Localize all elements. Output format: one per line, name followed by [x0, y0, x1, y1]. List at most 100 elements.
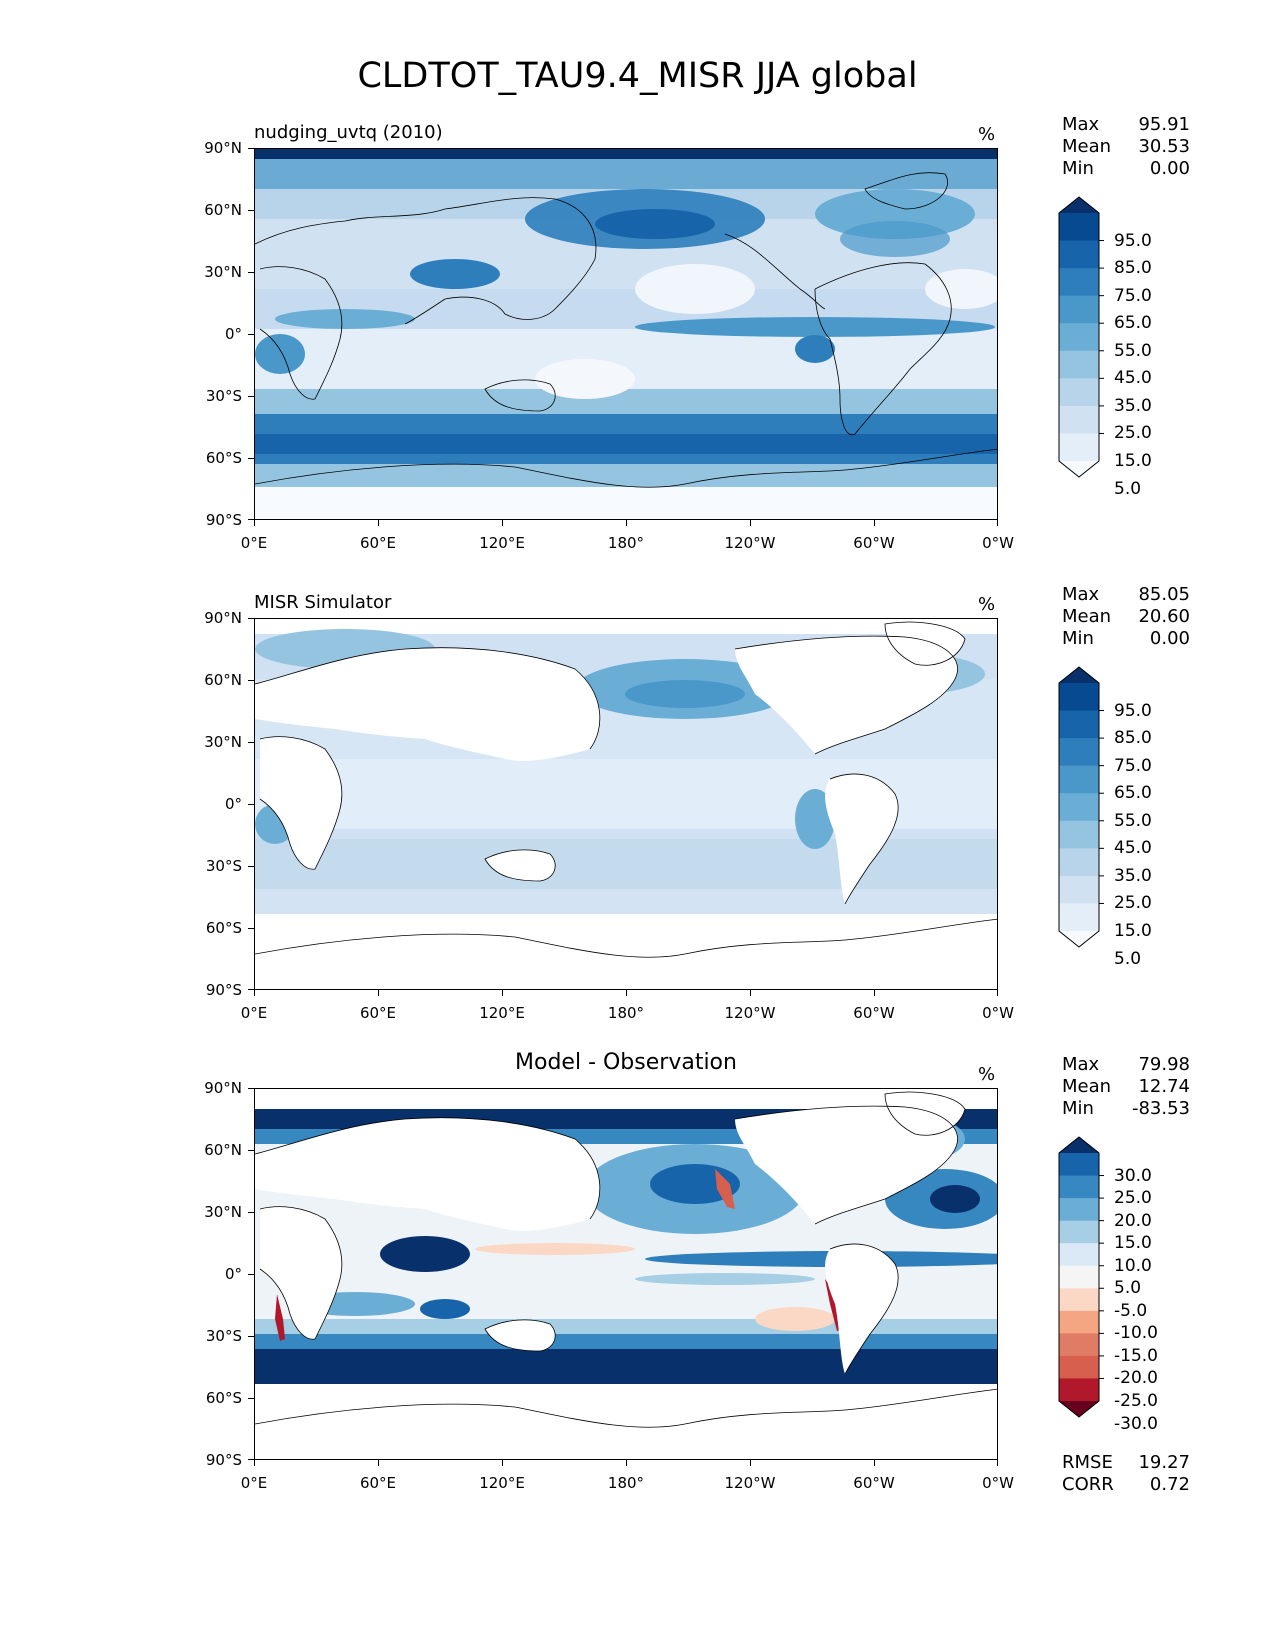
stat-mean-label: Mean — [1062, 136, 1112, 157]
map-plot — [254, 618, 998, 990]
colorbar-segment — [1059, 350, 1099, 379]
x-tick-label: 120°W — [724, 1004, 776, 1022]
colorbar-label: 15.0 — [1114, 921, 1152, 941]
colorbar-label: 55.0 — [1114, 810, 1152, 831]
stat-min-label: Min — [1062, 158, 1094, 179]
y-tick-label: 90°S — [205, 511, 242, 529]
colorbar-label: -10.0 — [1114, 1323, 1158, 1344]
y-tick-label: 90°S — [205, 981, 242, 999]
colorbar-label: 55.0 — [1114, 340, 1152, 361]
x-tick-label: 120°E — [479, 534, 525, 552]
colorbar-label: 30.0 — [1114, 1165, 1152, 1186]
stat-max: 95.91 — [1138, 114, 1190, 135]
y-tick-label: 60°N — [204, 201, 242, 219]
colorbar-segment — [1059, 268, 1099, 297]
map-svg — [255, 1089, 997, 1459]
colorbar-outline — [1058, 666, 1100, 948]
stat-mean: 12.74 — [1138, 1076, 1190, 1097]
colorbar-label: 25.0 — [1114, 423, 1152, 444]
colorbar-segment — [1059, 1333, 1099, 1357]
colorbar-segment — [1059, 903, 1099, 932]
y-tick-label: 30°N — [204, 733, 242, 751]
panel-model: nudging_uvtq (2010) % — [0, 114, 1275, 566]
colorbar-outline — [1058, 1136, 1100, 1418]
panel-title: MISR Simulator — [254, 592, 392, 613]
colorbar — [1058, 196, 1108, 484]
corr-value: 0.72 — [1149, 1474, 1190, 1495]
x-tick — [378, 990, 380, 996]
x-tick-label: 60°E — [359, 1474, 397, 1492]
x-tick-label: 120°W — [724, 534, 776, 552]
colorbar-segment — [1059, 1265, 1099, 1289]
colorbar-segment — [1059, 323, 1099, 352]
panel-difference: Model - Observation % — [0, 1050, 1275, 1506]
y-tick — [248, 1398, 254, 1400]
y-tick — [248, 1212, 254, 1214]
x-tick — [750, 1460, 752, 1466]
x-tick-label: 60°W — [853, 1004, 895, 1022]
y-tick-label: 60°S — [205, 919, 242, 937]
x-tick — [378, 520, 380, 526]
stats-box: Max 85.05 Mean 20.60 Min 0.00 — [1062, 584, 1190, 650]
y-tick — [248, 210, 254, 212]
y-tick — [248, 680, 254, 682]
colorbar-svg — [1058, 196, 1104, 478]
x-tick — [874, 990, 876, 996]
x-tick-label: 0°E — [240, 1474, 268, 1492]
x-tick — [997, 990, 999, 996]
colorbar-segment — [1059, 378, 1099, 407]
colorbar-label: 35.0 — [1114, 395, 1152, 416]
x-tick-label: 60°W — [853, 534, 895, 552]
y-tick-label: 60°S — [205, 1389, 242, 1407]
y-tick-label: 0° — [224, 1265, 242, 1283]
colorbar-segment — [1059, 738, 1099, 767]
map-svg — [255, 619, 997, 989]
y-tick-label: 30°S — [205, 1327, 242, 1345]
y-tick — [248, 148, 254, 150]
colorbar-label: 5.0 — [1114, 478, 1142, 499]
colorbar-segment — [1059, 1288, 1099, 1312]
y-tick — [248, 1088, 254, 1090]
colorbar-segment — [1059, 1198, 1099, 1222]
x-tick-label: 60°E — [359, 1004, 397, 1022]
x-tick — [502, 990, 504, 996]
x-tick — [750, 990, 752, 996]
colorbar-svg — [1058, 666, 1104, 948]
colorbar-label: 10.0 — [1114, 1255, 1152, 1276]
x-tick — [750, 520, 752, 526]
colorbar-extend-top — [1059, 667, 1099, 683]
x-tick-label: 0°W — [982, 534, 1014, 552]
x-tick — [874, 1460, 876, 1466]
colorbar-segment — [1059, 848, 1099, 877]
colorbar-segment — [1059, 1310, 1099, 1334]
stat-max: 79.98 — [1138, 1054, 1190, 1075]
colorbar-segment — [1059, 240, 1099, 269]
stat-mean-label: Mean — [1062, 606, 1112, 627]
panel-title: Model - Observation — [515, 1050, 737, 1075]
x-tick-label: 180° — [607, 1474, 645, 1492]
units-label: % — [978, 1064, 996, 1085]
rmse-corr-box: RMSE 19.27 CORR 0.72 — [1062, 1452, 1190, 1496]
stat-min-label: Min — [1062, 628, 1094, 649]
y-tick-label: 30°S — [205, 387, 242, 405]
y-tick-label: 60°N — [204, 1141, 242, 1159]
stat-min: 0.00 — [1149, 628, 1190, 649]
y-tick-label: 90°N — [204, 1079, 242, 1097]
stat-max-label: Max — [1062, 1054, 1100, 1075]
x-tick — [502, 1460, 504, 1466]
colorbar-segment — [1059, 1378, 1099, 1402]
x-tick — [254, 1460, 256, 1466]
colorbar-segment — [1059, 405, 1099, 434]
colorbar-segment — [1059, 1153, 1099, 1177]
colorbar-label: 85.0 — [1114, 728, 1152, 749]
y-tick — [248, 519, 254, 521]
colorbar-segment — [1059, 1243, 1099, 1267]
stat-max-label: Max — [1062, 584, 1100, 605]
y-tick-label: 30°N — [204, 1203, 242, 1221]
x-tick — [626, 520, 628, 526]
y-tick-label: 90°N — [204, 609, 242, 627]
x-tick-label: 0°W — [982, 1004, 1014, 1022]
x-tick — [997, 1460, 999, 1466]
stat-max: 85.05 — [1138, 584, 1190, 605]
colorbar-label: 85.0 — [1114, 258, 1152, 279]
